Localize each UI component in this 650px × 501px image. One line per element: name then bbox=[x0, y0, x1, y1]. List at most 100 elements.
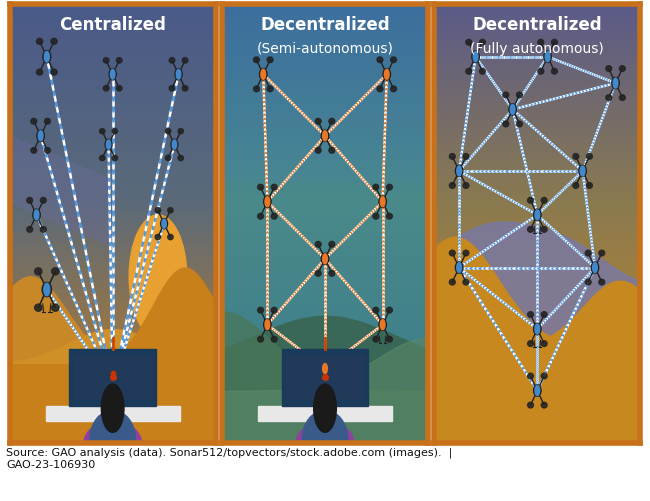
Circle shape bbox=[322, 364, 328, 374]
Ellipse shape bbox=[619, 96, 625, 101]
Ellipse shape bbox=[585, 250, 591, 257]
Ellipse shape bbox=[612, 78, 619, 90]
Ellipse shape bbox=[606, 67, 612, 72]
Ellipse shape bbox=[528, 402, 534, 408]
Ellipse shape bbox=[619, 67, 625, 72]
Ellipse shape bbox=[254, 87, 259, 93]
Ellipse shape bbox=[271, 308, 277, 313]
Ellipse shape bbox=[105, 140, 112, 150]
Ellipse shape bbox=[44, 148, 51, 154]
Ellipse shape bbox=[302, 410, 348, 467]
Circle shape bbox=[314, 384, 336, 432]
Ellipse shape bbox=[503, 122, 509, 128]
Ellipse shape bbox=[472, 52, 479, 63]
Ellipse shape bbox=[586, 154, 592, 160]
Ellipse shape bbox=[271, 214, 277, 219]
Ellipse shape bbox=[541, 402, 547, 408]
Ellipse shape bbox=[321, 131, 329, 142]
Ellipse shape bbox=[517, 93, 523, 99]
Ellipse shape bbox=[373, 214, 379, 219]
Circle shape bbox=[176, 70, 181, 80]
Ellipse shape bbox=[171, 140, 178, 150]
Text: (Fully autonomous): (Fully autonomous) bbox=[471, 42, 604, 56]
Ellipse shape bbox=[175, 70, 182, 81]
Ellipse shape bbox=[99, 129, 105, 135]
Circle shape bbox=[535, 210, 539, 220]
Ellipse shape bbox=[103, 59, 109, 64]
Bar bbox=[282, 349, 368, 406]
Ellipse shape bbox=[329, 352, 335, 357]
Ellipse shape bbox=[36, 39, 43, 45]
Ellipse shape bbox=[267, 87, 273, 93]
Ellipse shape bbox=[387, 337, 393, 342]
Ellipse shape bbox=[34, 268, 42, 276]
Ellipse shape bbox=[84, 421, 142, 465]
Bar bbox=[321, 402, 329, 408]
Circle shape bbox=[101, 384, 124, 432]
Ellipse shape bbox=[168, 235, 173, 240]
Ellipse shape bbox=[579, 166, 586, 177]
Circle shape bbox=[535, 386, 539, 396]
Ellipse shape bbox=[32, 210, 40, 221]
Ellipse shape bbox=[449, 154, 455, 160]
Ellipse shape bbox=[112, 129, 118, 135]
Ellipse shape bbox=[573, 183, 578, 189]
Ellipse shape bbox=[541, 227, 547, 233]
Ellipse shape bbox=[509, 105, 516, 116]
Ellipse shape bbox=[254, 58, 259, 64]
Circle shape bbox=[44, 52, 49, 63]
Bar bbox=[109, 402, 117, 408]
Ellipse shape bbox=[315, 352, 321, 357]
Ellipse shape bbox=[480, 69, 486, 75]
Ellipse shape bbox=[51, 39, 57, 45]
Circle shape bbox=[107, 141, 111, 150]
Circle shape bbox=[265, 320, 270, 330]
Ellipse shape bbox=[178, 156, 183, 161]
Ellipse shape bbox=[264, 196, 271, 208]
Ellipse shape bbox=[528, 227, 534, 233]
Circle shape bbox=[384, 70, 389, 80]
Ellipse shape bbox=[449, 183, 455, 189]
Ellipse shape bbox=[40, 198, 46, 204]
Ellipse shape bbox=[103, 86, 109, 92]
Ellipse shape bbox=[387, 308, 393, 313]
Ellipse shape bbox=[178, 129, 183, 135]
Ellipse shape bbox=[528, 373, 534, 379]
Ellipse shape bbox=[480, 40, 486, 46]
Ellipse shape bbox=[329, 119, 335, 125]
Circle shape bbox=[322, 131, 328, 142]
Ellipse shape bbox=[155, 208, 161, 213]
Ellipse shape bbox=[573, 154, 578, 160]
Ellipse shape bbox=[271, 337, 277, 342]
Ellipse shape bbox=[534, 324, 541, 335]
Circle shape bbox=[44, 284, 50, 296]
Ellipse shape bbox=[264, 319, 271, 331]
Ellipse shape bbox=[318, 391, 332, 404]
Ellipse shape bbox=[456, 166, 463, 177]
Ellipse shape bbox=[463, 250, 469, 257]
Ellipse shape bbox=[503, 93, 509, 99]
Ellipse shape bbox=[541, 198, 547, 204]
Ellipse shape bbox=[377, 87, 383, 93]
Ellipse shape bbox=[271, 185, 277, 190]
Ellipse shape bbox=[321, 254, 329, 265]
Circle shape bbox=[129, 215, 187, 338]
Ellipse shape bbox=[379, 319, 386, 331]
Ellipse shape bbox=[517, 122, 523, 128]
Ellipse shape bbox=[391, 58, 396, 64]
Ellipse shape bbox=[534, 385, 541, 396]
Ellipse shape bbox=[27, 198, 32, 204]
Ellipse shape bbox=[373, 337, 379, 342]
Ellipse shape bbox=[321, 363, 329, 375]
Ellipse shape bbox=[44, 119, 51, 125]
Ellipse shape bbox=[538, 69, 544, 75]
Ellipse shape bbox=[551, 69, 558, 75]
Ellipse shape bbox=[37, 131, 44, 142]
Bar bbox=[46, 406, 179, 421]
Ellipse shape bbox=[528, 198, 534, 204]
Ellipse shape bbox=[116, 86, 122, 92]
Ellipse shape bbox=[51, 268, 59, 276]
Text: (Semi-autonomous): (Semi-autonomous) bbox=[257, 42, 393, 56]
Ellipse shape bbox=[43, 52, 51, 64]
Circle shape bbox=[261, 70, 266, 80]
